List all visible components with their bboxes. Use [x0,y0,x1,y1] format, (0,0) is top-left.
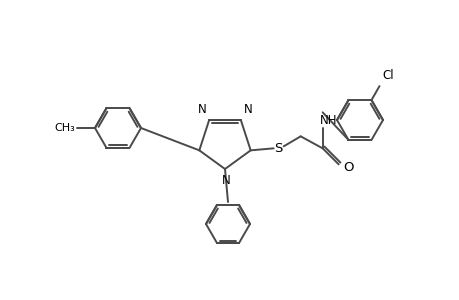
Text: NH: NH [319,114,337,127]
Text: N: N [221,174,230,187]
Text: N: N [197,103,206,116]
Text: Cl: Cl [382,69,393,82]
Text: O: O [343,161,353,174]
Text: N: N [243,103,252,116]
Text: CH₃: CH₃ [54,123,75,133]
Text: S: S [274,142,282,155]
